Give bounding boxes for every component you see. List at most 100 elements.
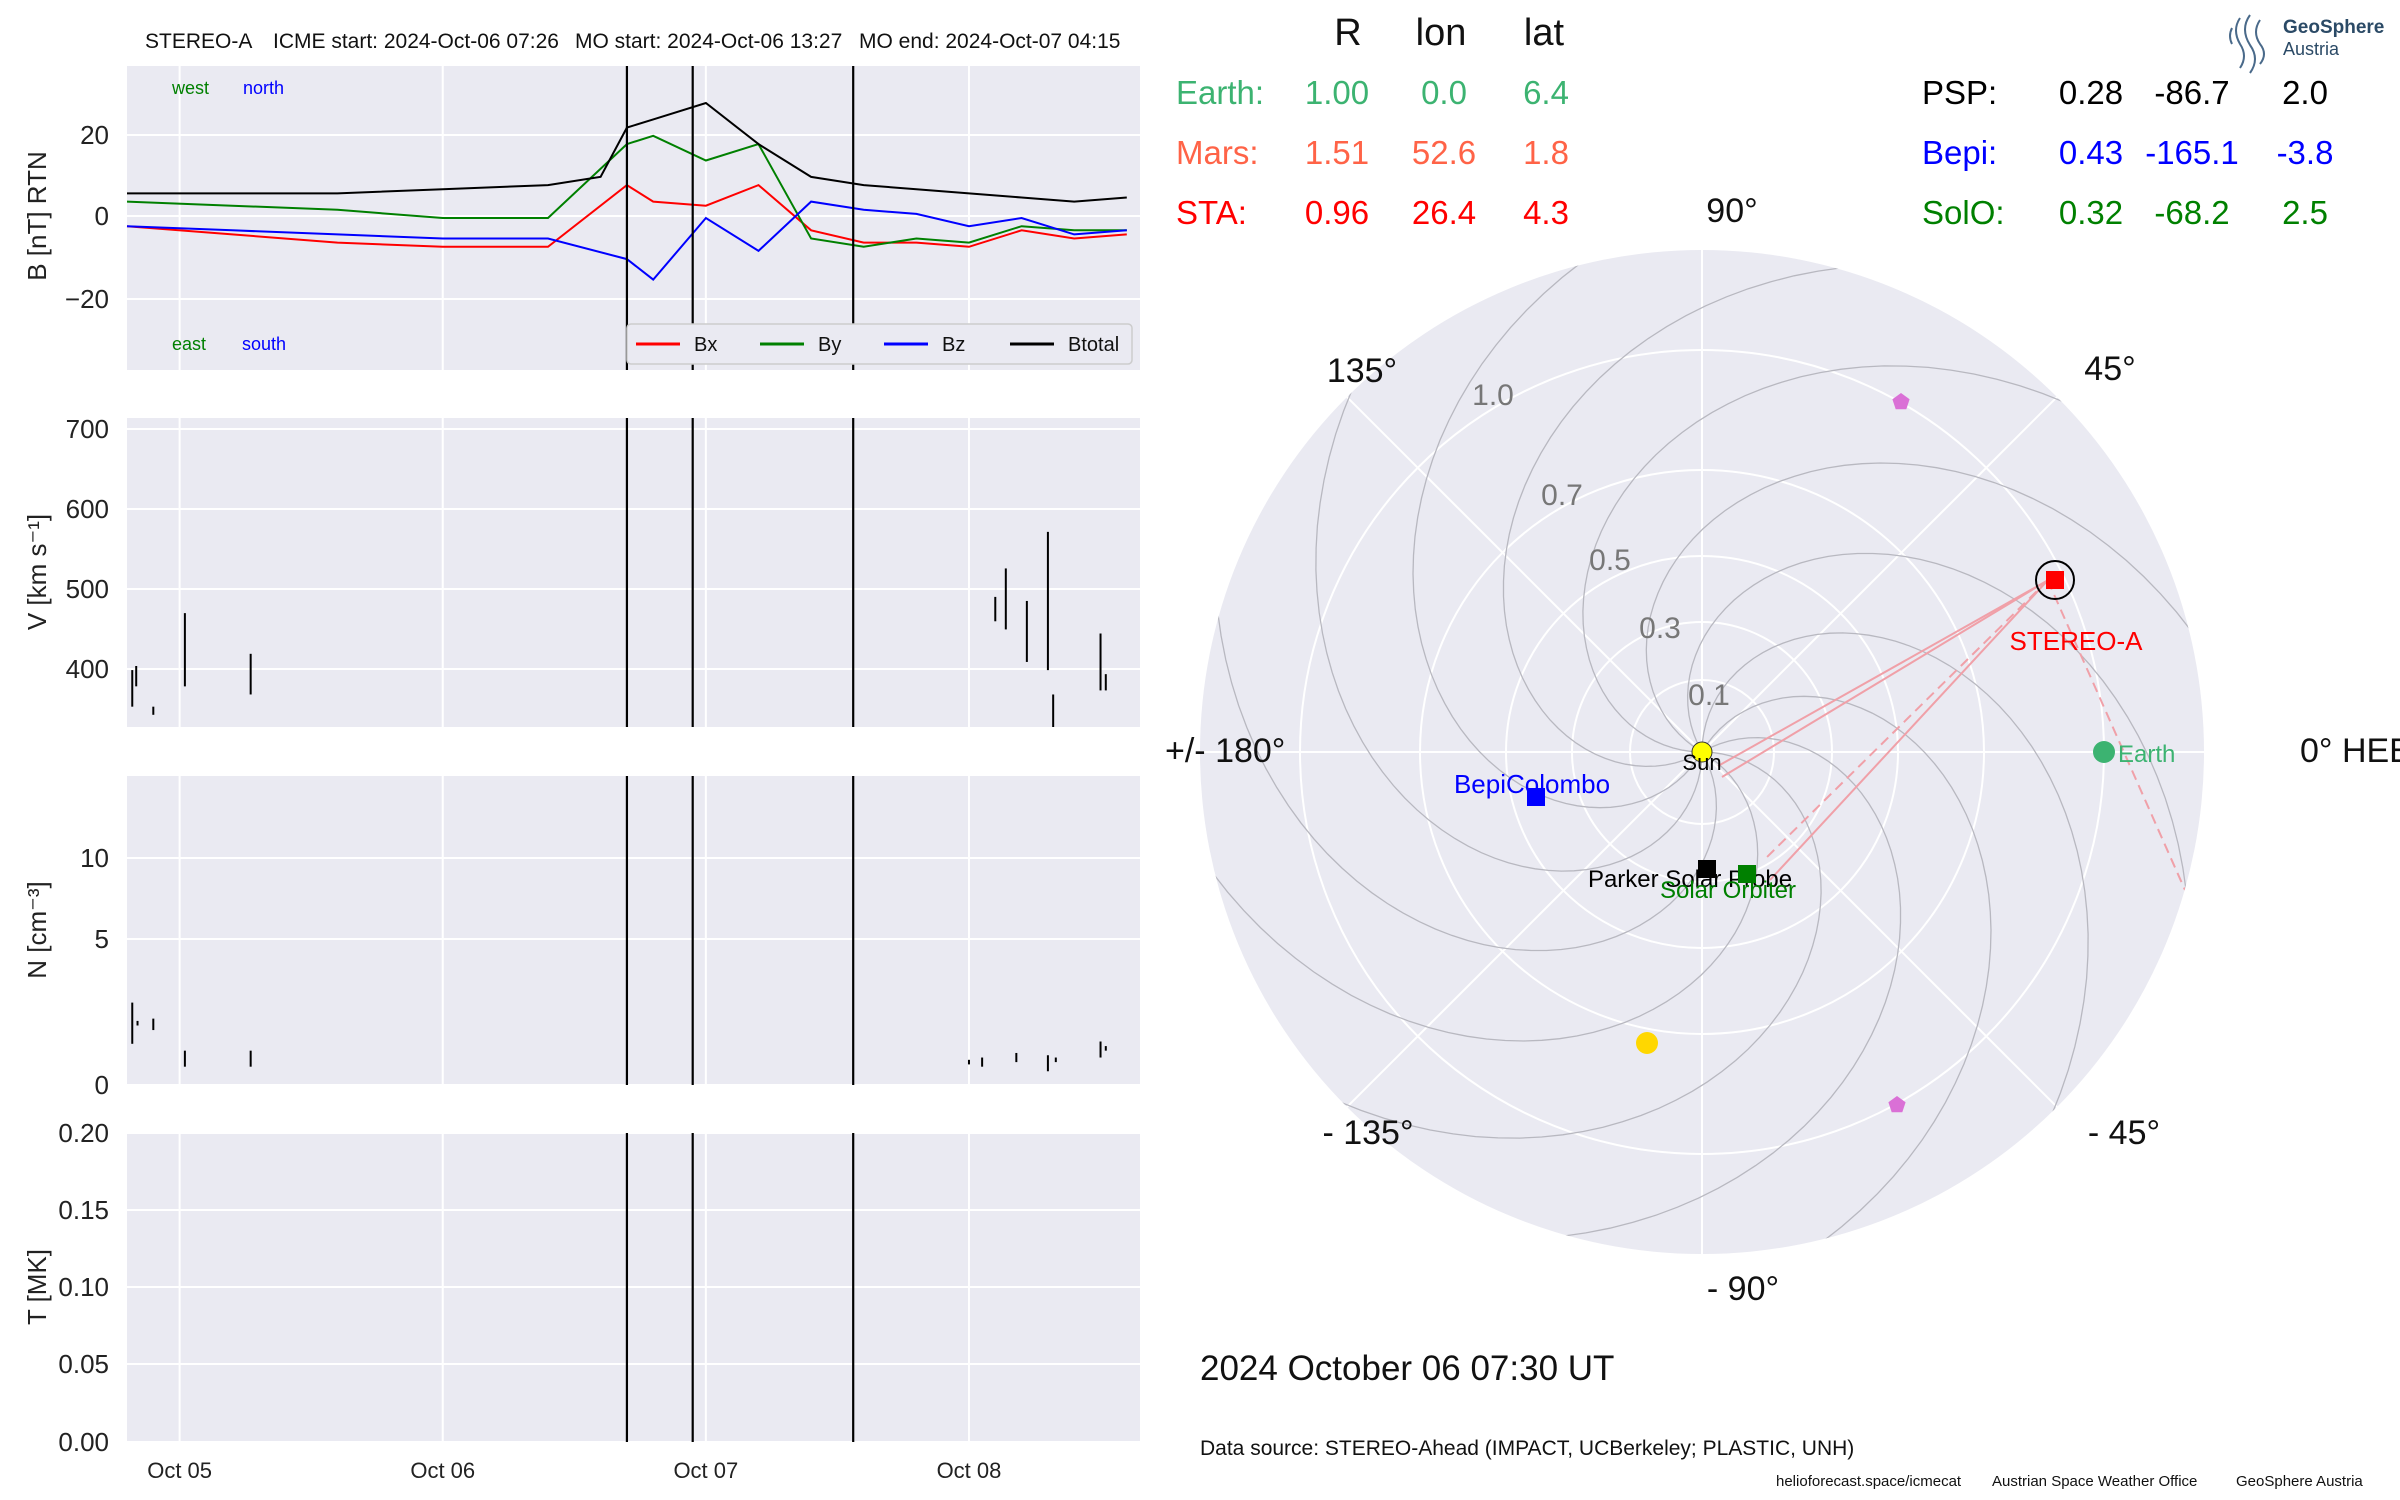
parker-spiral	[1315, 250, 1703, 872]
angle-label: - 90°	[1707, 1270, 1779, 1308]
b-panel-annotations: west north east south	[171, 78, 286, 354]
datasource-label: Data source: STEREO-Ahead (IMPACT, UCBer…	[1200, 1437, 1854, 1460]
annotation-north: north	[243, 78, 284, 98]
footer-office: Austrian Space Weather Office	[1992, 1473, 2197, 1490]
polar-radial-line	[1701, 396, 2058, 753]
table-header: lon	[1416, 12, 1467, 54]
parker-spiral	[1200, 679, 1759, 1042]
header-mo-end: MO end: 2024-Oct-07 04:15	[859, 30, 1121, 53]
angle-label: 90°	[1706, 192, 1757, 230]
geosphere-logo: GeoSphere Austria	[2229, 14, 2384, 74]
parker-spiral	[1645, 462, 2204, 825]
position-cell: 2.0	[2282, 74, 2328, 111]
datetime-label: 2024 October 06 07:30 UT	[1200, 1349, 1614, 1388]
pentagon-marker	[1888, 1096, 1906, 1113]
polar-point-marker-8	[1888, 1096, 1906, 1113]
series-bx-line	[126, 183, 1127, 248]
y-tick-label: 700	[66, 414, 109, 444]
highlight-ring	[2035, 560, 2075, 600]
polar-radial-line	[1701, 751, 2058, 1108]
footer-org: GeoSphere Austria	[2236, 1473, 2363, 1490]
connection-line-dashed	[2046, 579, 2186, 891]
legend-label: By	[818, 334, 841, 356]
angle-label: 0° HEEQ	[2300, 732, 2400, 770]
position-cell: 0.32	[2059, 194, 2123, 231]
time-series-panels: 20 0 −20 B [nT] RTN 700 600 500 400 V [km s⁻¹] 10…	[22, 66, 1140, 1457]
polar-point-marker-7	[1892, 393, 1910, 410]
parker-spirals	[1200, 250, 2204, 1254]
x-tick-labels: Oct 05 Oct 06 Oct 07 Oct 08	[147, 1458, 1001, 1483]
position-cell: 0.43	[2059, 134, 2123, 171]
header-mo-start: MO start: 2024-Oct-06 13:27	[575, 30, 842, 53]
panel-background	[127, 66, 1140, 370]
polar-plot: 0.1 0.3 0.50.7 1.0 0° HEEQ 45° 90° 135° +/- 180°…	[1165, 192, 2400, 1308]
parker-spiral	[1200, 751, 1822, 1139]
position-cell: Bepi:	[1922, 134, 1997, 171]
parker-spiral	[1582, 365, 2204, 753]
polar-point-parker-solar-probe: Parker Solar Probe	[1588, 860, 1792, 893]
position-cell: SolO:	[1922, 194, 2005, 231]
x-tick-label: Oct 07	[673, 1458, 738, 1483]
polar-radial-line	[1346, 751, 1703, 1108]
position-cell: 52.6	[1412, 134, 1476, 171]
radius-tick-label: 0.5	[1589, 544, 1631, 577]
connection-line	[1769, 579, 2049, 881]
y-axis-label: T [MK]	[22, 1249, 52, 1325]
footer-url: helioforecast.space/icmecat	[1776, 1473, 1962, 1490]
annotation-east: east	[172, 334, 206, 354]
angle-label: 135°	[1327, 352, 1397, 390]
legend-box	[626, 323, 1133, 365]
position-cell: -3.8	[2277, 134, 2334, 171]
position-cell: 0.96	[1305, 194, 1369, 231]
pentagon-marker	[1892, 393, 1910, 410]
position-cell: -86.7	[2154, 74, 2229, 111]
table-header: lat	[1524, 12, 1565, 54]
legend-label: Bx	[694, 334, 717, 356]
point-label: Earth	[2118, 741, 2175, 768]
x-tick-label: Oct 06	[410, 1458, 475, 1483]
point-label: BepiColombo	[1454, 769, 1610, 799]
position-cell: STA:	[1176, 194, 1247, 231]
position-cell: 1.51	[1305, 134, 1369, 171]
position-cell: 0.28	[2059, 74, 2123, 111]
y-tick-label: 20	[80, 120, 109, 150]
circle-marker	[1691, 741, 1713, 763]
square-marker	[1698, 860, 1716, 878]
point-label: Solar Orbiter	[1660, 877, 1796, 904]
position-cell: Earth:	[1176, 74, 1264, 111]
series-btotal-line	[127, 101, 1127, 203]
logo-line1: GeoSphere	[2283, 17, 2384, 38]
parker-spiral	[1686, 552, 2191, 1104]
radius-tick-label: 0.1	[1688, 679, 1730, 712]
y-tick-label: 0.15	[58, 1195, 109, 1225]
parker-spiral	[1502, 263, 2054, 768]
panel-3: 10 5 0 N [cm⁻³]	[22, 776, 1140, 1100]
position-cell: Mars:	[1176, 134, 1259, 171]
y-tick-label: 600	[66, 494, 109, 524]
panel-2: 700 600 500 400 V [km s⁻¹]	[22, 414, 1140, 727]
polar-point-bepicolombo: BepiColombo	[1454, 769, 1610, 806]
series-bz-line	[126, 200, 1127, 281]
position-cell: 6.4	[1523, 74, 1569, 111]
y-tick-label: 0.10	[58, 1272, 109, 1302]
radius-tick-label: 1.0	[1472, 379, 1514, 412]
series-by-line	[126, 134, 1127, 248]
y-tick-label: −20	[65, 284, 109, 314]
parker-spiral	[1701, 632, 2089, 1254]
panel-4: 0.20 0.15 0.10 0.05 0.00 T [MK]	[22, 1118, 1140, 1457]
position-cell: -68.2	[2154, 194, 2229, 231]
y-axis-label: N [cm⁻³]	[22, 881, 52, 979]
circle-marker	[2093, 741, 2115, 763]
panel-background	[127, 776, 1140, 1085]
y-axis-label: V [km s⁻¹]	[22, 514, 52, 630]
panel-1: 20 0 −20 B [nT] RTN	[22, 66, 1140, 370]
polar-point-stereo-a: STEREO-A	[2010, 560, 2144, 656]
point-label: STEREO-A	[2010, 626, 2144, 656]
angle-label: - 45°	[2088, 1114, 2160, 1152]
y-tick-label: 0.05	[58, 1349, 109, 1379]
position-cell: 26.4	[1412, 194, 1476, 231]
legend-label: Bz	[942, 334, 965, 356]
point-label: Parker Solar Probe	[1588, 866, 1792, 893]
y-tick-label: 0.20	[58, 1118, 109, 1148]
polar-point-solar-orbiter: Solar Orbiter	[1660, 865, 1796, 904]
